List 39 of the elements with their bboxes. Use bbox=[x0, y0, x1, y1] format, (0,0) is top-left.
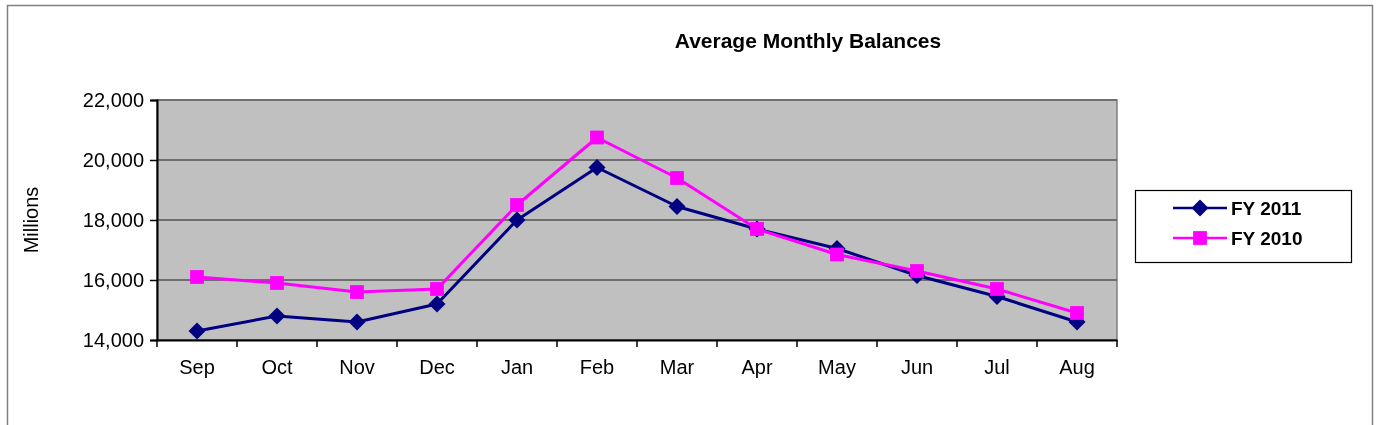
legend-label: FY 2010 bbox=[1231, 228, 1303, 249]
x-tick-label: Jul bbox=[984, 356, 1010, 379]
x-tick-label: Nov bbox=[339, 356, 375, 379]
point bbox=[508, 211, 526, 229]
point bbox=[910, 264, 924, 278]
y-tick-label: 14,000 bbox=[82, 328, 144, 351]
x-tick-label: Sep bbox=[179, 356, 215, 379]
x-tick-label: Dec bbox=[419, 356, 455, 379]
point bbox=[270, 276, 284, 290]
point bbox=[510, 198, 524, 212]
y-tick-label: 16,000 bbox=[82, 268, 144, 291]
y-tick-label: 22,000 bbox=[82, 88, 144, 111]
x-tick-label: May bbox=[818, 356, 856, 379]
x-tick-label: Apr bbox=[741, 356, 773, 379]
y-axis-title: Millions bbox=[20, 186, 42, 254]
point bbox=[348, 313, 366, 331]
legend-label: FY 2011 bbox=[1231, 198, 1302, 219]
chart-title: Average Monthly Balances bbox=[674, 29, 942, 52]
x-tick-label: Oct bbox=[261, 356, 293, 379]
point bbox=[670, 171, 684, 185]
point bbox=[428, 295, 446, 313]
y-tick-label: 18,000 bbox=[82, 208, 144, 231]
point bbox=[190, 270, 204, 284]
point bbox=[1070, 306, 1084, 320]
point bbox=[588, 158, 606, 177]
point bbox=[990, 282, 1004, 296]
point bbox=[350, 285, 364, 299]
point bbox=[830, 247, 844, 262]
point bbox=[590, 130, 604, 145]
x-tick-label: Jan bbox=[500, 356, 534, 379]
point bbox=[188, 322, 206, 340]
x-tick-label: Aug bbox=[1059, 356, 1095, 379]
x-tick-label: Mar bbox=[659, 356, 695, 379]
point bbox=[430, 282, 444, 296]
point bbox=[268, 307, 286, 325]
x-tick-label: Feb bbox=[579, 356, 615, 379]
y-tick-label: 20,000 bbox=[82, 148, 144, 171]
x-tick-label: Jun bbox=[900, 356, 934, 379]
point bbox=[668, 197, 686, 216]
